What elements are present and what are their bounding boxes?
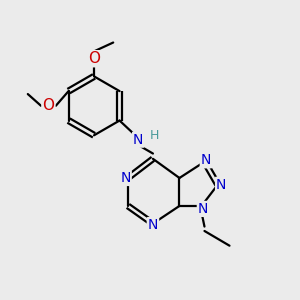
Text: H: H [150,129,159,142]
Text: N: N [133,133,143,147]
Text: N: N [216,178,226,192]
Text: O: O [42,98,54,113]
Text: N: N [198,202,208,216]
Text: N: N [201,153,211,167]
Text: O: O [88,51,100,66]
Text: N: N [120,171,131,185]
Text: N: N [148,218,158,232]
